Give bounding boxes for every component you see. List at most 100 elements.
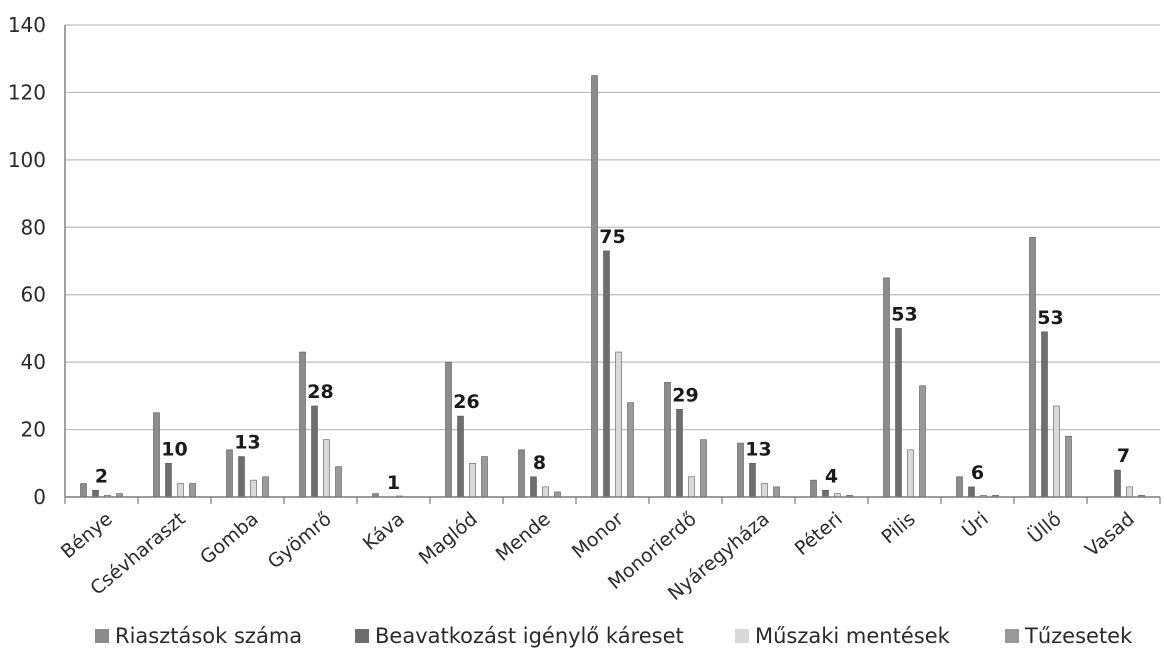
bar bbox=[773, 486, 780, 498]
legend: Riasztások száma Beavatkozást igénylő kár… bbox=[95, 624, 1155, 660]
bar bbox=[165, 462, 172, 498]
bar bbox=[323, 439, 330, 498]
y-tick-label: 20 bbox=[21, 418, 46, 442]
bar bbox=[311, 405, 318, 498]
y-tick-label: 140 bbox=[8, 13, 46, 37]
bar bbox=[919, 385, 926, 498]
x-tick-label: Vasad bbox=[1081, 508, 1139, 561]
gridlines bbox=[65, 24, 1160, 431]
bar bbox=[481, 456, 488, 498]
bar bbox=[1114, 469, 1121, 498]
bar bbox=[226, 449, 233, 498]
data-label: 53 bbox=[891, 303, 917, 325]
bar bbox=[530, 476, 537, 498]
legend-label: Műszaki mentések bbox=[755, 624, 950, 648]
bar bbox=[591, 75, 598, 498]
x-tick-label: Mende bbox=[492, 508, 555, 566]
x-tick-label: Péteri bbox=[791, 508, 847, 560]
data-label: 6 bbox=[971, 462, 984, 484]
y-tick-label: 100 bbox=[8, 148, 46, 172]
bar bbox=[761, 483, 768, 498]
bar bbox=[262, 476, 269, 498]
bar bbox=[676, 409, 683, 498]
bar bbox=[907, 449, 914, 498]
x-tick-label: Gomba bbox=[196, 508, 263, 569]
bar bbox=[518, 449, 525, 498]
legend-swatch bbox=[1005, 629, 1019, 643]
bar bbox=[664, 382, 671, 498]
bar bbox=[883, 277, 890, 498]
bar bbox=[177, 483, 184, 498]
legend-label: Beavatkozást igénylő káreset bbox=[375, 624, 684, 648]
data-label: 1 bbox=[387, 472, 400, 494]
bar bbox=[822, 489, 829, 498]
bar bbox=[1053, 405, 1060, 498]
data-label: 53 bbox=[1037, 307, 1063, 329]
bar bbox=[688, 476, 695, 498]
x-tick-label: Üllő bbox=[1023, 507, 1065, 548]
data-label: 2 bbox=[95, 465, 108, 487]
bar bbox=[153, 412, 160, 498]
x-tick-label: Pilis bbox=[877, 508, 919, 548]
y-tick-label: 40 bbox=[21, 350, 46, 374]
bar bbox=[1126, 486, 1133, 498]
legend-item: Beavatkozást igénylő káreset bbox=[355, 624, 684, 648]
data-label: 7 bbox=[1117, 445, 1130, 467]
y-tick-label: 0 bbox=[33, 485, 46, 509]
bar bbox=[445, 361, 452, 498]
x-tick-label: Káva bbox=[359, 508, 409, 555]
bar bbox=[810, 479, 817, 498]
axes bbox=[64, 25, 1161, 504]
bar bbox=[627, 402, 634, 498]
legend-label: Riasztások száma bbox=[115, 624, 303, 648]
data-label: 13 bbox=[745, 438, 771, 460]
legend-swatch bbox=[355, 629, 369, 643]
bar bbox=[469, 462, 476, 498]
bar bbox=[80, 483, 87, 498]
data-label: 28 bbox=[307, 381, 333, 403]
bar bbox=[749, 462, 756, 498]
bar bbox=[895, 328, 902, 498]
bar bbox=[968, 486, 975, 498]
bar bbox=[603, 250, 610, 498]
bar bbox=[250, 479, 257, 498]
bar bbox=[92, 489, 99, 498]
data-label: 26 bbox=[453, 391, 479, 413]
legend-label: Tűzesetek bbox=[1025, 624, 1133, 648]
bar bbox=[554, 491, 561, 498]
bar bbox=[1041, 331, 1048, 498]
bar bbox=[1065, 436, 1072, 498]
y-tick-label: 80 bbox=[21, 215, 46, 239]
data-labels: 2 10 13 28 1 26 8 75 29 13 4 53 6 53 7 bbox=[95, 226, 1130, 494]
data-label: 13 bbox=[234, 432, 260, 454]
bars bbox=[80, 75, 1145, 498]
x-tick-label: Bénye bbox=[57, 508, 117, 563]
bar bbox=[299, 351, 306, 498]
legend-item: Tűzesetek bbox=[1005, 624, 1132, 648]
legend-item: Műszaki mentések bbox=[735, 624, 950, 648]
x-tick-label: Monor bbox=[568, 508, 628, 563]
bar bbox=[457, 415, 464, 498]
bar bbox=[956, 476, 963, 498]
bar bbox=[700, 439, 707, 498]
data-label: 4 bbox=[825, 465, 838, 487]
x-tick-label: Maglód bbox=[415, 508, 482, 569]
legend-swatch bbox=[735, 629, 749, 643]
bar bbox=[335, 466, 342, 498]
legend-item: Riasztások száma bbox=[95, 624, 302, 648]
y-axis-ticks: 0 20 40 60 80 100 120 140 bbox=[8, 13, 46, 509]
x-tick-label: Úri bbox=[957, 506, 993, 542]
data-label: 29 bbox=[672, 384, 698, 406]
data-label: 8 bbox=[533, 452, 546, 474]
bar bbox=[615, 351, 622, 498]
x-tick-label: Gyömrő bbox=[264, 508, 336, 573]
data-label: 75 bbox=[599, 226, 625, 248]
y-tick-label: 120 bbox=[8, 80, 46, 104]
bar bbox=[737, 442, 744, 498]
bar bbox=[238, 456, 245, 498]
bar bbox=[189, 483, 196, 498]
data-label: 10 bbox=[161, 438, 187, 460]
bar bbox=[542, 486, 549, 498]
